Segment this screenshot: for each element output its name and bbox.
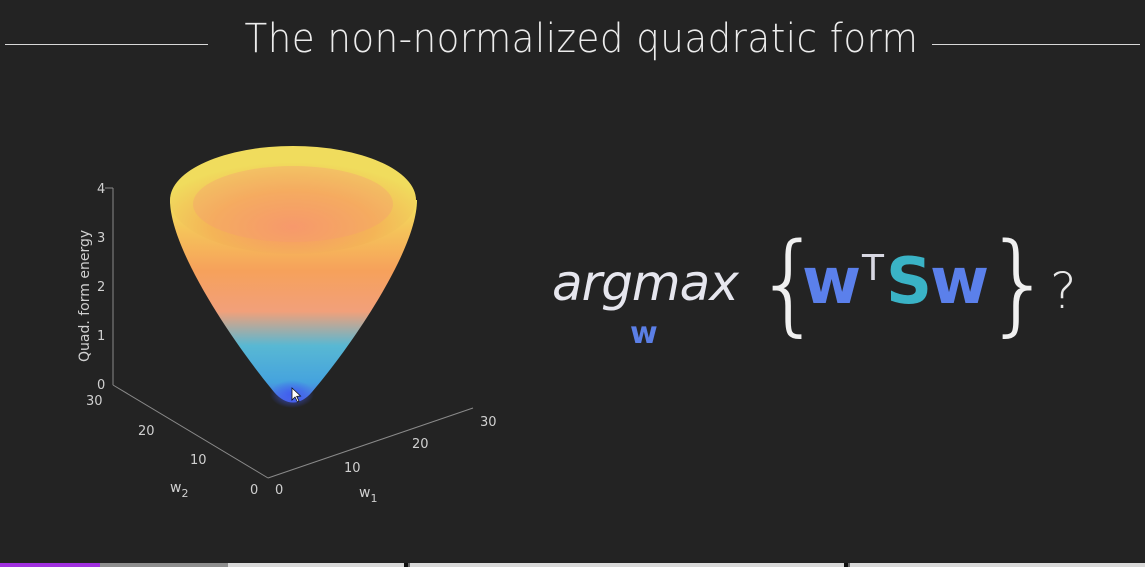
title-rule-right xyxy=(932,44,1140,45)
mouse-pointer-icon xyxy=(291,387,302,403)
title-rule-left xyxy=(5,44,208,45)
y-tick-label: 30 xyxy=(86,394,103,409)
z-tick-label: 3 xyxy=(97,231,105,246)
progress-buffered xyxy=(0,563,229,567)
z-tick-label: 1 xyxy=(97,329,105,344)
bowl-inner-surface xyxy=(170,146,416,254)
open-brace: { xyxy=(754,219,824,347)
x-tick-label: 10 xyxy=(344,461,361,476)
progress-played xyxy=(0,563,100,567)
vector-w-transposed: w xyxy=(802,245,862,319)
progress-chapter-gap xyxy=(404,563,408,567)
y-tick-label: 20 xyxy=(138,424,155,439)
x-axis-label: w1 xyxy=(359,485,377,505)
progress-chapter-segment[interactable] xyxy=(410,563,844,567)
progress-chapter-segment[interactable] xyxy=(850,563,1145,567)
y-tick-label: 10 xyxy=(190,453,207,468)
transpose-superscript: T xyxy=(862,248,884,289)
y-axis-label: w2 xyxy=(170,480,188,500)
x-tick-label: 20 xyxy=(412,437,429,452)
argmax-formula: argmax w { w T S w } ? xyxy=(548,219,1088,360)
progress-chapter-segment[interactable] xyxy=(228,563,404,567)
y-axis xyxy=(112,384,269,479)
x-tick-label: 30 xyxy=(480,415,497,430)
question-mark: ? xyxy=(1050,262,1077,320)
quadratic-surface-plot: 4 3 2 1 0 Quad. form energy 30 20 10 0 0… xyxy=(77,146,497,505)
z-tick-label: 2 xyxy=(97,280,105,295)
z-tick-label: 0 xyxy=(97,378,105,393)
y-tick-label: 0 xyxy=(250,483,258,498)
progress-chapter-gap xyxy=(844,563,848,567)
video-progress-bar[interactable] xyxy=(0,563,1145,567)
z-axis-label: Quad. form energy xyxy=(77,230,93,362)
bowl-inner-shade xyxy=(193,166,393,242)
close-brace: } xyxy=(984,219,1054,347)
matrix-s: S xyxy=(886,245,933,319)
bowl-outer-surface xyxy=(170,200,417,403)
argmax-operator: argmax xyxy=(552,254,739,312)
x-tick-label: 0 xyxy=(275,483,283,498)
slide-title: The non-normalized quadratic form xyxy=(244,16,919,62)
x-axis xyxy=(267,407,474,479)
z-tick-label: 4 xyxy=(97,182,105,197)
vector-w: w xyxy=(930,245,990,319)
argmax-subscript: w xyxy=(630,316,658,351)
